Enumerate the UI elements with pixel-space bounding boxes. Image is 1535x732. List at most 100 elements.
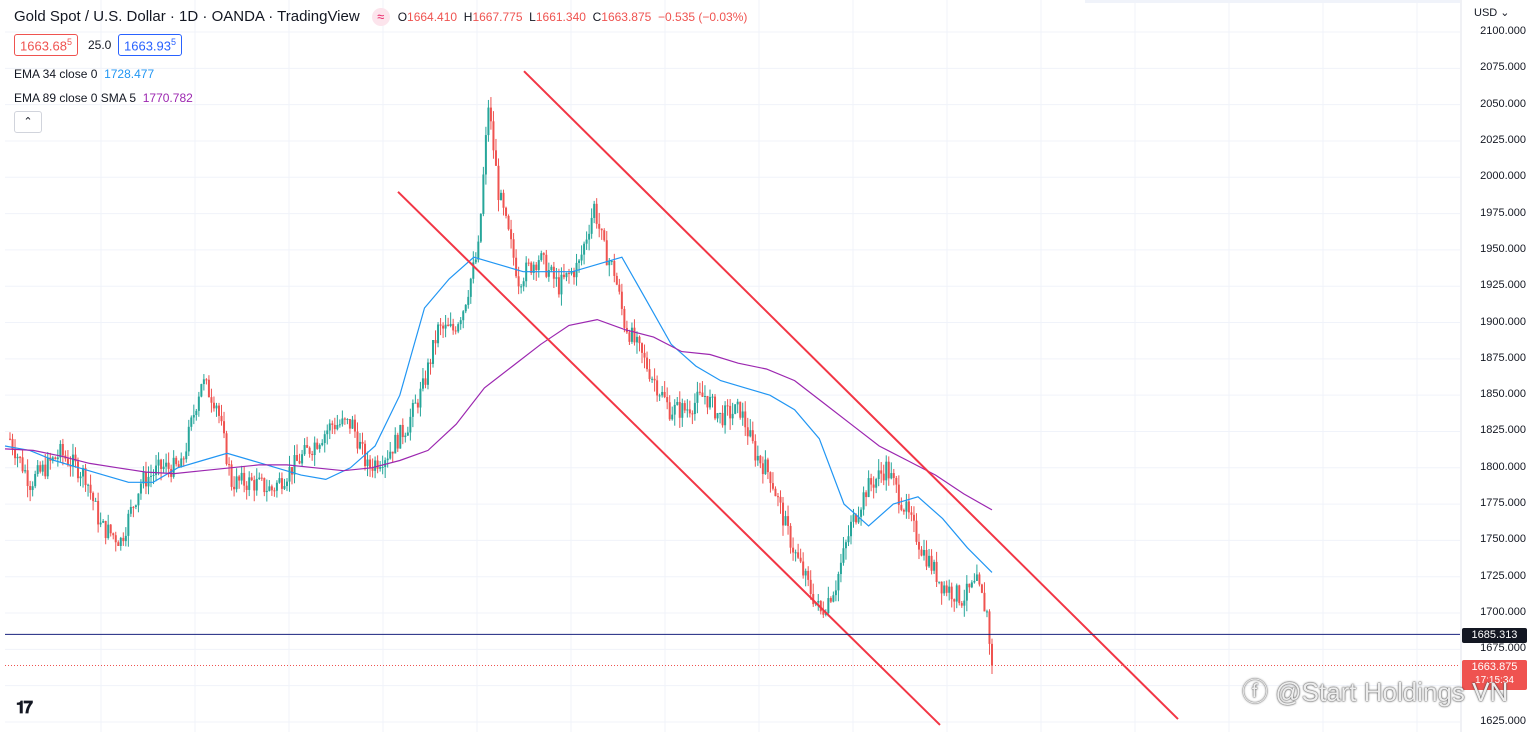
candle-body	[469, 278, 472, 297]
candle-body	[590, 217, 593, 234]
candle-body	[371, 467, 374, 471]
candle-body	[502, 192, 505, 208]
candle-body	[570, 271, 573, 274]
price-tick-label: 1625.000	[1480, 715, 1526, 727]
candle-body	[766, 459, 769, 473]
candle-body	[688, 409, 691, 414]
candle-body	[399, 424, 402, 449]
candle-body	[542, 253, 545, 255]
candle-body	[265, 490, 268, 493]
ema34-line	[4, 256, 993, 573]
candle-body	[192, 415, 195, 418]
candle-body	[978, 574, 981, 585]
candle-body	[724, 405, 727, 426]
candle-body	[892, 473, 895, 478]
candle-body	[449, 323, 452, 326]
candle-body	[834, 590, 837, 596]
candle-body	[573, 271, 576, 278]
candle-body	[112, 533, 115, 536]
candle-body	[464, 304, 467, 312]
candle-body	[14, 449, 17, 459]
price-tick-label: 2100.000	[1480, 25, 1526, 37]
candle-body	[829, 598, 832, 602]
candle-body	[150, 475, 153, 477]
candle-body	[593, 203, 596, 218]
candle-body	[608, 261, 611, 266]
candle-body	[726, 405, 729, 407]
candle-body	[955, 585, 958, 602]
symbol-title[interactable]: Gold Spot / U.S. Dollar · 1D · OANDA · T…	[14, 8, 360, 25]
candle-body	[920, 549, 923, 556]
sell-button[interactable]: 1663.685	[14, 34, 79, 57]
candle-body	[588, 233, 591, 240]
candle-body	[351, 419, 354, 429]
candle-body	[620, 291, 623, 309]
candle-body	[459, 320, 462, 325]
candle-body	[114, 535, 117, 543]
ema34-legend[interactable]: EMA 34 close 0 1728.477	[14, 67, 155, 81]
symbol-legend[interactable]: Gold Spot / U.S. Dollar · 1D · OANDA · T…	[14, 8, 747, 27]
candle-body	[139, 483, 142, 494]
candle-body	[280, 478, 283, 489]
candle-body	[739, 401, 742, 418]
candle-body	[953, 599, 956, 602]
candle-body	[217, 405, 220, 416]
candle-body	[61, 444, 64, 456]
candle-body	[132, 506, 135, 508]
candle-body	[180, 458, 183, 468]
ema89-legend[interactable]: EMA 89 close 0 SMA 5 1770.782	[14, 91, 193, 105]
candle-body	[21, 457, 24, 472]
candle-body	[613, 261, 616, 276]
candle-body	[94, 500, 97, 502]
candle-body	[245, 485, 248, 490]
compare-icon[interactable]: ≈	[371, 8, 390, 27]
candle-body	[160, 459, 163, 470]
candle-body	[444, 324, 447, 329]
buy-button[interactable]: 1663.935	[118, 34, 183, 57]
candle-body	[379, 467, 382, 469]
candle-body	[585, 239, 588, 244]
candle-body	[686, 409, 689, 411]
candle-body	[152, 474, 155, 476]
candle-body	[907, 501, 910, 513]
candle-body	[912, 514, 915, 521]
candle-body	[500, 192, 502, 201]
candle-body	[701, 392, 704, 397]
candle-body	[177, 464, 180, 468]
candle-body	[580, 254, 583, 261]
candle-body	[887, 461, 890, 479]
candle-body	[595, 203, 598, 224]
candle-body	[527, 262, 530, 264]
candle-body	[917, 541, 920, 550]
candle-body	[306, 445, 309, 448]
channel-lower-line	[397, 191, 941, 726]
collapse-indicators-button[interactable]: ⌃	[14, 111, 42, 133]
candle-body	[945, 585, 948, 593]
currency-selector[interactable]: USD ⌄	[1474, 7, 1510, 19]
candle-body	[756, 455, 759, 461]
candle-body	[401, 424, 404, 438]
candle-body	[623, 308, 626, 328]
candle-body	[29, 486, 32, 491]
candle-body	[648, 369, 651, 380]
candle-body	[129, 506, 132, 514]
candle-body	[550, 266, 553, 271]
candle-body	[477, 241, 480, 260]
candle-body	[117, 542, 120, 546]
tradingview-logo[interactable]: 𝟏𝟕	[16, 698, 33, 718]
candle-body	[89, 484, 92, 493]
price-tick-label: 1925.000	[1480, 279, 1526, 292]
candle-body	[426, 362, 429, 385]
candle-body	[721, 412, 724, 426]
candle-body	[293, 455, 296, 475]
candle-body	[331, 423, 334, 425]
candle-body	[238, 476, 241, 481]
candle-body	[298, 460, 301, 464]
candle-body	[968, 583, 971, 588]
price-tick-label: 1800.000	[1480, 460, 1526, 473]
candle-body	[172, 457, 175, 477]
candle-body	[583, 243, 586, 255]
candle-body	[250, 477, 253, 481]
